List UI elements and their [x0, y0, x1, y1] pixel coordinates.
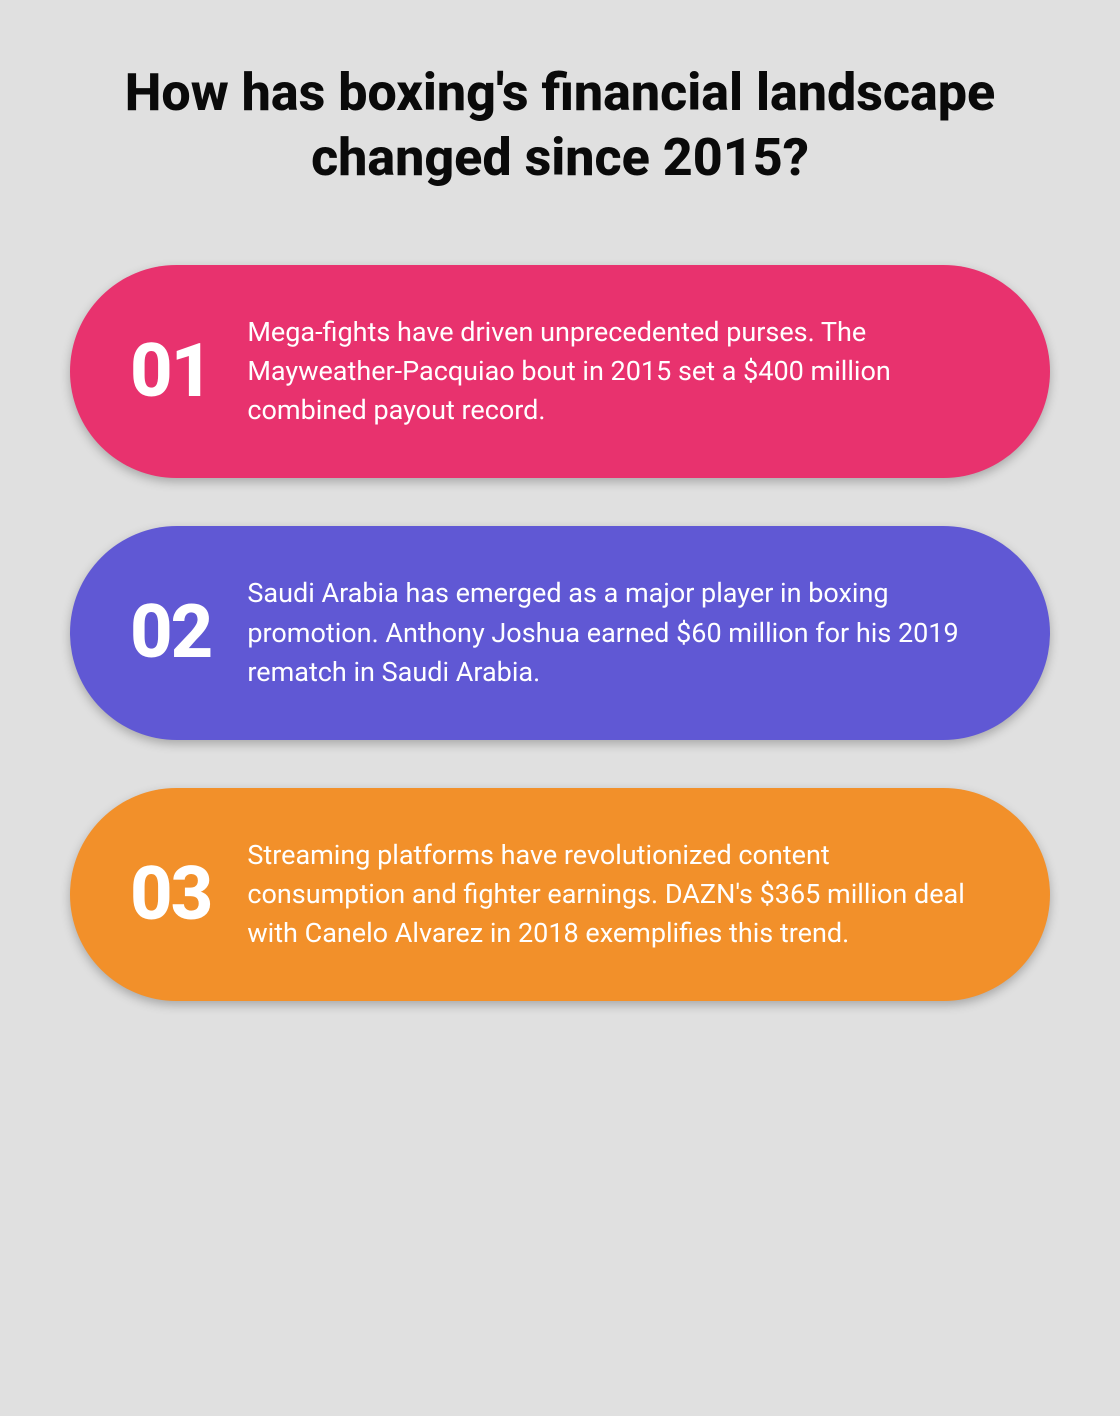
- info-card-1: 01 Mega-fights have driven unprecedented…: [70, 265, 1050, 478]
- card-number-3: 03: [130, 858, 211, 932]
- info-card-3: 03 Streaming platforms have revolutioniz…: [70, 788, 1050, 1001]
- card-number-2: 02: [130, 596, 211, 670]
- card-text-2: Saudi Arabia has emerged as a major play…: [247, 574, 980, 691]
- card-text-3: Streaming platforms have revolutionized …: [247, 836, 980, 953]
- infographic-title: How has boxing's financial landscape cha…: [70, 60, 1050, 190]
- info-card-2: 02 Saudi Arabia has emerged as a major p…: [70, 526, 1050, 739]
- cards-container: 01 Mega-fights have driven unprecedented…: [70, 265, 1050, 1001]
- card-text-1: Mega-fights have driven unprecedented pu…: [247, 313, 980, 430]
- card-number-1: 01: [130, 335, 211, 409]
